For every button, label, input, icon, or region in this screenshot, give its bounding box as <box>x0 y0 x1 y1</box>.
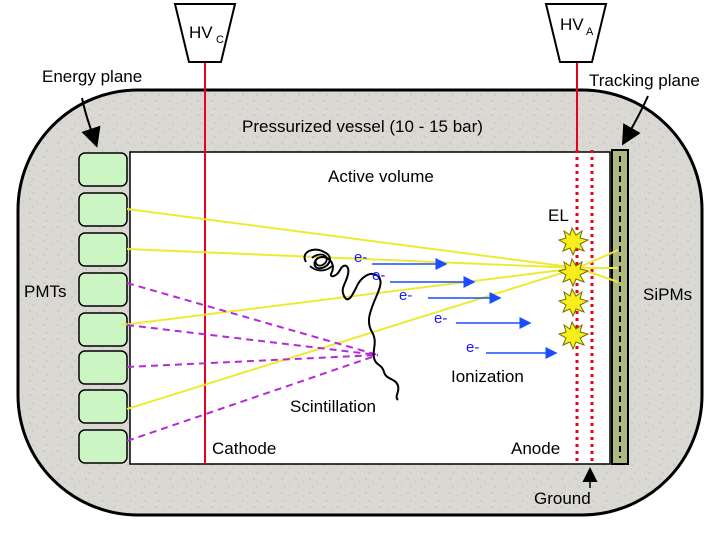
hv-anode-feedthrough <box>544 3 608 63</box>
particle-track <box>303 248 400 401</box>
el-label: EL <box>548 206 569 225</box>
scint-ray <box>126 324 379 356</box>
hv-cathode-subscript: C <box>216 34 224 46</box>
scint-ray <box>126 354 379 442</box>
pmt <box>78 350 128 385</box>
el-flash-icon <box>557 257 590 288</box>
pmt <box>78 152 128 187</box>
pmt-array <box>78 152 128 464</box>
ground-label: Ground <box>534 489 591 508</box>
ionization-label: Ionization <box>451 367 524 386</box>
electron-label: e- <box>354 249 367 266</box>
vessel-label: Pressurized vessel (10 - 15 bar) <box>242 117 483 136</box>
tracking-plane-label: Tracking plane <box>589 71 700 90</box>
pmt <box>78 389 128 424</box>
hv-anode-label: HV <box>560 15 584 34</box>
electron-label: e- <box>372 267 385 284</box>
scintillation-rays <box>126 282 379 442</box>
pmt <box>78 312 128 347</box>
el-flash-icon <box>557 287 590 318</box>
pmt <box>78 192 128 227</box>
electron-label: e- <box>434 310 447 327</box>
energy-plane-label: Energy plane <box>42 67 142 86</box>
pmts-label: PMTs <box>24 282 67 301</box>
electron-label: e- <box>466 339 479 356</box>
hv-cathode-feedthrough <box>173 3 237 63</box>
active-volume-box <box>129 151 611 465</box>
anode-label: Anode <box>511 439 560 458</box>
pmt <box>78 429 128 464</box>
scint-ray <box>126 354 379 368</box>
el-ray <box>126 267 579 410</box>
electron-label: e- <box>399 287 412 304</box>
pmt <box>78 272 128 307</box>
hv-cathode-label: HV <box>189 23 213 42</box>
hv-anode-subscript: A <box>586 26 594 38</box>
el-flash-icon <box>557 320 590 351</box>
scintillation-label: Scintillation <box>290 397 376 416</box>
el-ray <box>126 208 579 269</box>
cathode-label: Cathode <box>212 439 276 458</box>
pmt <box>78 232 128 267</box>
particle-track-loop <box>309 253 333 272</box>
el-ray <box>126 248 579 269</box>
el-flash-icon <box>557 226 590 257</box>
electron-group: e- e- e- e- e- <box>354 249 558 359</box>
el-flashes <box>557 226 590 351</box>
active-volume-label: Active volume <box>328 167 434 186</box>
sipms-label: SiPMs <box>643 285 692 304</box>
el-ray <box>577 249 619 269</box>
tracking-plane-arrow <box>622 95 649 146</box>
energy-plane-arrow <box>81 97 101 148</box>
scint-ray <box>126 282 379 356</box>
